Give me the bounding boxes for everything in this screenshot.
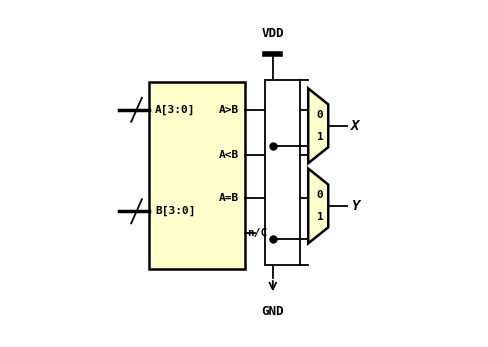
Text: Y: Y [351,199,359,213]
Text: n/C: n/C [247,228,268,238]
Text: B[3:0]: B[3:0] [155,206,196,217]
Text: A[3:0]: A[3:0] [155,105,196,115]
Bar [148,82,245,269]
Bar [265,81,300,265]
Text: 0: 0 [317,110,324,120]
Polygon shape [308,88,328,163]
Text: 1: 1 [317,212,324,222]
Text: A=B: A=B [219,193,240,203]
Polygon shape [308,169,328,243]
Text: VDD: VDD [262,27,284,40]
Text: 0: 0 [317,190,324,200]
Text: 1: 1 [317,132,324,142]
Text: A<B: A<B [219,150,240,160]
Text: GND: GND [262,305,284,318]
Text: X: X [351,119,359,133]
Text: A>B: A>B [219,105,240,115]
